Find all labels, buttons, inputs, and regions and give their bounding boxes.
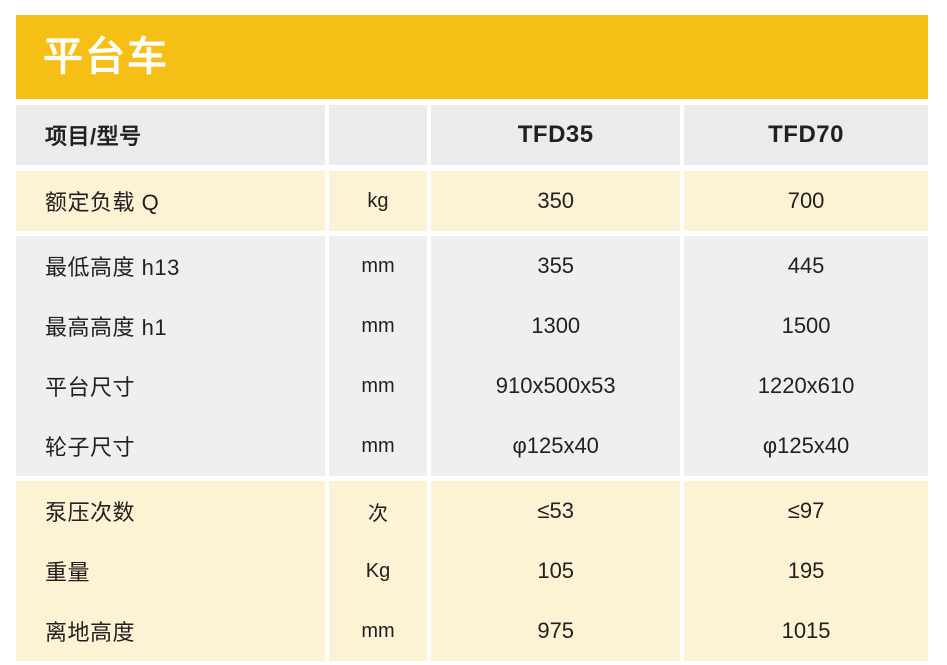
table-row: 平台尺寸 mm 910x500x53 1220x610 — [16, 356, 928, 416]
row-cell-unit: Kg — [328, 541, 428, 601]
row-cell-unit: mm — [328, 296, 428, 356]
table-row: 最高高度 h1 mm 1300 1500 — [16, 296, 928, 356]
table-header-row: 项目/型号 TFD35 TFD70 — [16, 105, 928, 165]
row-cell-model-2: φ125x40 — [684, 416, 928, 476]
table-row: 泵压次数 次 ≤53 ≤97 — [16, 481, 928, 541]
row-cell-item: 轮子尺寸 — [16, 416, 325, 476]
row-cell-unit: kg — [328, 171, 428, 231]
row-cell-model-2: 700 — [684, 171, 928, 231]
row-cell-model-1: 350 — [431, 171, 681, 231]
row-cell-unit: mm — [328, 236, 428, 296]
row-cell-item: 离地高度 — [16, 601, 325, 661]
row-cell-item: 额定负载 Q — [16, 171, 325, 231]
row-cell-model-2: 1500 — [684, 296, 928, 356]
row-cell-unit: mm — [328, 601, 428, 661]
row-cell-model-1: 105 — [431, 541, 681, 601]
row-cell-unit: mm — [328, 356, 428, 416]
row-cell-model-2: ≤97 — [684, 481, 928, 541]
row-cell-model-2: 445 — [684, 236, 928, 296]
table-row: 最低高度 h13 mm 355 445 — [16, 236, 928, 296]
table-row: 轮子尺寸 mm φ125x40 φ125x40 — [16, 416, 928, 476]
table-block-2: 最低高度 h13 mm 355 445 最高高度 h1 mm 1300 1500… — [16, 236, 928, 476]
row-cell-model-2: 1220x610 — [684, 356, 928, 416]
row-cell-item: 最低高度 h13 — [16, 236, 325, 296]
page-title: 平台车 — [43, 35, 169, 79]
header-cell-item: 项目/型号 — [16, 105, 325, 165]
row-cell-model-1: ≤53 — [431, 481, 681, 541]
title-band: 平台车 — [16, 15, 928, 99]
table-block-1: 额定负载 Q kg 350 700 — [16, 171, 928, 231]
header-cell-unit — [328, 105, 428, 165]
table-row: 离地高度 mm 975 1015 — [16, 601, 928, 661]
row-cell-model-1: 910x500x53 — [431, 356, 681, 416]
specification-table: 项目/型号 TFD35 TFD70 额定负载 Q kg 350 700 最低高度… — [16, 105, 928, 661]
row-cell-model-1: 1300 — [431, 296, 681, 356]
row-cell-item: 重量 — [16, 541, 325, 601]
row-cell-item: 泵压次数 — [16, 481, 325, 541]
row-cell-model-2: 1015 — [684, 601, 928, 661]
header-cell-model-2: TFD70 — [684, 105, 928, 165]
header-cell-model-1: TFD35 — [431, 105, 681, 165]
row-cell-unit: mm — [328, 416, 428, 476]
table-row: 额定负载 Q kg 350 700 — [16, 171, 928, 231]
row-cell-model-1: φ125x40 — [431, 416, 681, 476]
row-cell-model-2: 195 — [684, 541, 928, 601]
row-cell-model-1: 355 — [431, 236, 681, 296]
row-cell-item: 最高高度 h1 — [16, 296, 325, 356]
row-cell-model-1: 975 — [431, 601, 681, 661]
table-row: 重量 Kg 105 195 — [16, 541, 928, 601]
table-block-3: 泵压次数 次 ≤53 ≤97 重量 Kg 105 195 离地高度 mm 975… — [16, 481, 928, 661]
row-cell-item: 平台尺寸 — [16, 356, 325, 416]
row-cell-unit: 次 — [328, 481, 428, 541]
